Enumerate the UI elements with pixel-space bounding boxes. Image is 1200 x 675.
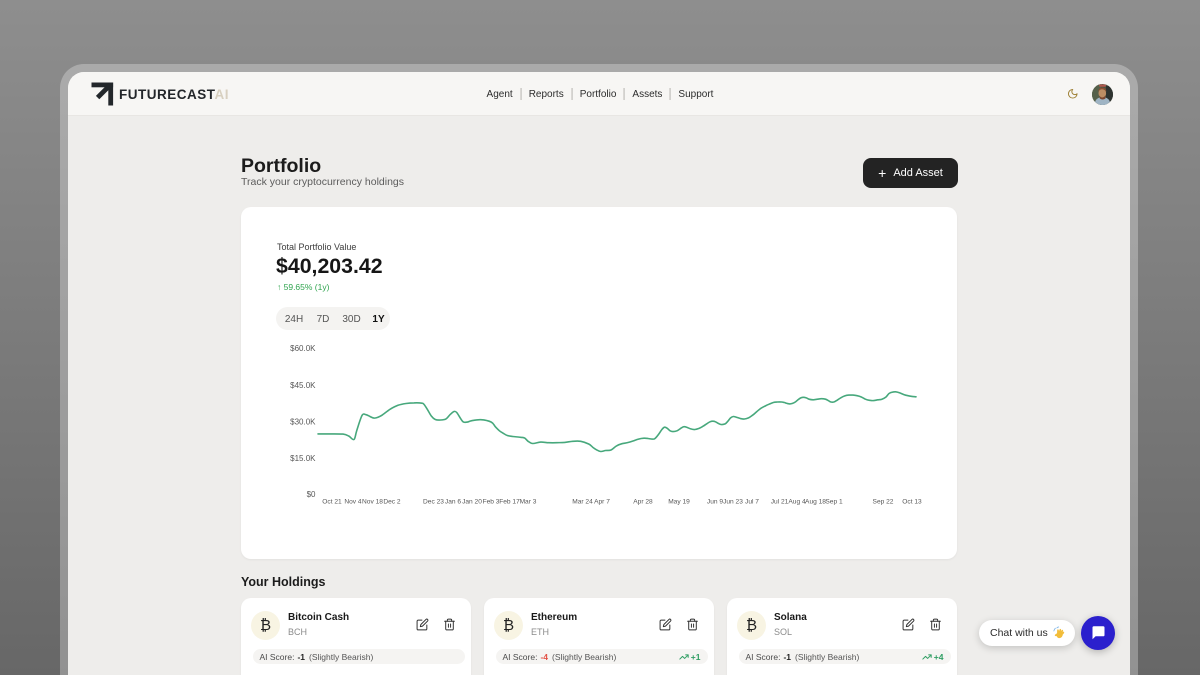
svg-text:Jul 7: Jul 7 — [745, 499, 759, 506]
svg-text:Nov 18: Nov 18 — [362, 499, 383, 506]
svg-text:Jan 20: Jan 20 — [462, 499, 482, 506]
svg-text:Apr 7: Apr 7 — [594, 499, 610, 506]
svg-text:Jun 23: Jun 23 — [723, 499, 743, 506]
svg-text:$45.0K: $45.0K — [290, 381, 316, 390]
svg-text:Dec 23: Dec 23 — [423, 499, 444, 506]
svg-text:$30.0K: $30.0K — [290, 418, 316, 427]
svg-text:Feb 17: Feb 17 — [499, 499, 520, 506]
svg-text:$0: $0 — [307, 490, 316, 499]
svg-text:Jul 21: Jul 21 — [771, 499, 789, 506]
svg-text:$15.0K: $15.0K — [290, 454, 316, 463]
svg-text:Feb 3: Feb 3 — [483, 499, 500, 506]
svg-text:Mar 3: Mar 3 — [520, 499, 537, 506]
svg-text:May 19: May 19 — [668, 499, 690, 506]
svg-text:Mar 24: Mar 24 — [572, 499, 593, 506]
svg-text:Jan 6: Jan 6 — [445, 499, 461, 506]
svg-text:Nov 4: Nov 4 — [344, 499, 362, 506]
svg-text:Aug 18: Aug 18 — [805, 499, 826, 506]
svg-text:Aug 4: Aug 4 — [788, 499, 806, 506]
svg-text:Oct 21: Oct 21 — [322, 499, 342, 506]
svg-text:Dec 2: Dec 2 — [383, 499, 401, 506]
svg-text:$60.0K: $60.0K — [290, 344, 316, 353]
svg-text:Oct 13: Oct 13 — [902, 499, 922, 506]
svg-text:Jun 9: Jun 9 — [707, 499, 723, 506]
svg-text:Sep 22: Sep 22 — [873, 499, 894, 506]
svg-text:Apr 28: Apr 28 — [633, 499, 653, 506]
svg-text:Sep 1: Sep 1 — [825, 499, 843, 506]
